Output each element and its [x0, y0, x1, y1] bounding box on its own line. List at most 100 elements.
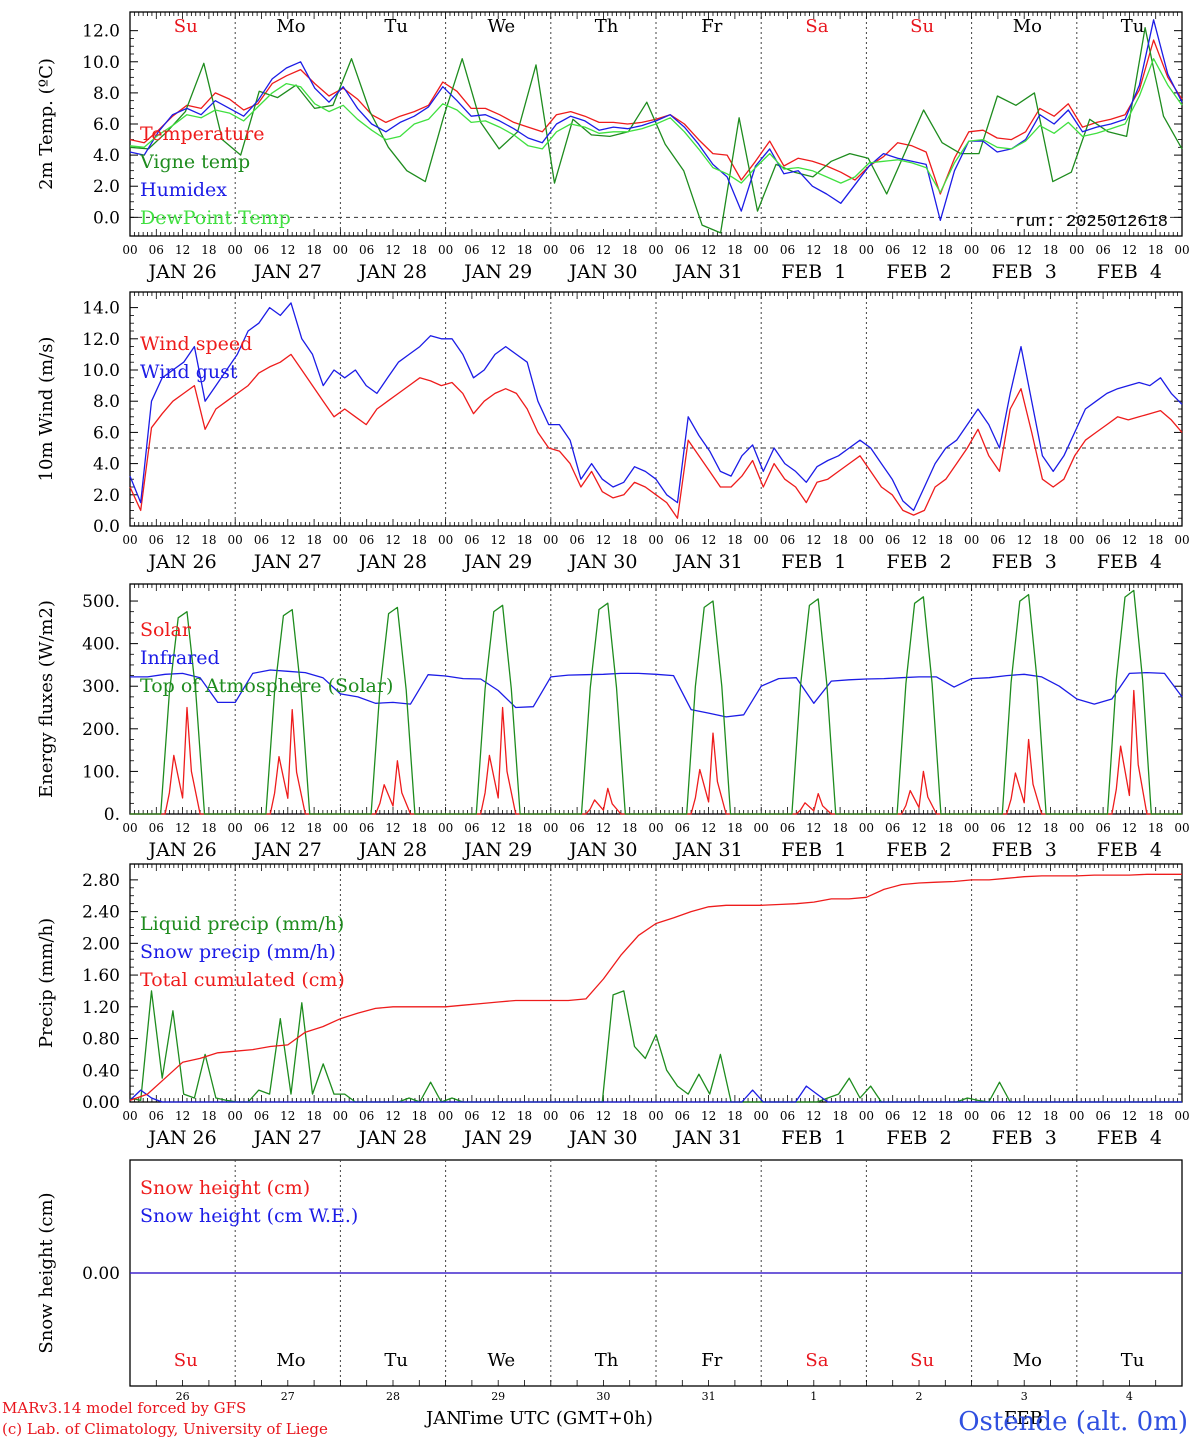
footer-lab: (c) Lab. of Climatology, University of L… — [2, 1420, 328, 1438]
hour-tick-label: 00 — [648, 1109, 663, 1123]
day-number-label: 2 — [916, 1390, 923, 1403]
hour-tick-label: 18 — [1043, 1109, 1058, 1123]
hour-tick-label: 00 — [964, 533, 979, 547]
panel-precip: 0.00 0.40 0.80 1.20 1.60 2.00 2.40 2.80 Precip (… — [36, 863, 1190, 1149]
legend-entry: Infrared — [140, 647, 220, 669]
series-line-dewpoint-temp — [129, 58, 1183, 194]
date-label: FEB 1 — [781, 551, 846, 573]
hour-tick-label: 06 — [990, 821, 1005, 835]
hour-tick-label: 12 — [911, 821, 926, 835]
hour-tick-label: 12 — [175, 533, 190, 547]
hour-tick-label: 12 — [491, 1109, 506, 1123]
y-tick-label: 200. — [82, 720, 120, 740]
hour-tick-label: 12 — [911, 243, 926, 257]
hour-tick-label: 06 — [675, 533, 690, 547]
y-tick-label: 2.0 — [93, 177, 120, 197]
date-label: JAN 30 — [567, 261, 637, 283]
legend-entry: Humidex — [140, 179, 227, 201]
hour-tick-label: 12 — [806, 1109, 821, 1123]
hour-tick-label: 12 — [1017, 821, 1032, 835]
hour-tick-label: 06 — [990, 243, 1005, 257]
day-number-label: 29 — [491, 1390, 505, 1403]
hour-tick-label: 12 — [701, 821, 716, 835]
hour-tick-label: 18 — [412, 243, 427, 257]
y-tick-label: 6.0 — [93, 423, 120, 443]
weekday-label: Th — [595, 16, 619, 37]
hour-tick-label: 18 — [938, 1109, 953, 1123]
hour-tick-label: 00 — [333, 821, 348, 835]
date-label: JAN 29 — [462, 839, 532, 861]
weekday-label: Tu — [1121, 1350, 1145, 1371]
day-number-label: 31 — [702, 1390, 716, 1403]
date-label: JAN 28 — [357, 839, 427, 861]
hour-tick-label: 06 — [254, 533, 269, 547]
y-tick-label: 2.0 — [93, 486, 120, 506]
hour-tick-label: 12 — [911, 533, 926, 547]
hour-tick-label: 06 — [675, 1109, 690, 1123]
weekday-label: Su — [910, 1350, 934, 1371]
hour-tick-label: 12 — [1122, 1109, 1137, 1123]
hour-tick-label: 06 — [780, 533, 795, 547]
date-label: JAN 29 — [462, 261, 532, 283]
date-label: JAN 27 — [252, 1127, 322, 1149]
hour-tick-label: 18 — [1148, 821, 1163, 835]
date-label: FEB 4 — [1097, 551, 1162, 573]
hour-tick-label: 06 — [885, 243, 900, 257]
hour-tick-label: 00 — [859, 243, 874, 257]
hour-tick-label: 12 — [175, 1109, 190, 1123]
hour-tick-label: 12 — [1017, 533, 1032, 547]
hour-tick-label: 12 — [701, 243, 716, 257]
date-label: FEB 1 — [781, 261, 846, 283]
legend-entry: Total cumulated (cm) — [140, 969, 345, 991]
hour-tick-label: 12 — [596, 533, 611, 547]
date-label: JAN 27 — [252, 839, 322, 861]
hour-tick-label: 06 — [1095, 1109, 1110, 1123]
hour-tick-label: 00 — [754, 1109, 769, 1123]
legend-entry: Wind gust — [140, 361, 238, 383]
hour-tick-label: 00 — [1069, 533, 1084, 547]
legend-entry: Top of Atmosphere (Solar) — [140, 675, 393, 697]
legend-entry: Vigne temp — [139, 151, 250, 173]
hour-tick-label: 00 — [438, 243, 453, 257]
weekday-label: Tu — [384, 16, 408, 37]
hour-tick-label: 06 — [464, 243, 479, 257]
hour-tick-label: 00 — [228, 243, 243, 257]
hour-tick-label: 00 — [1174, 243, 1189, 257]
y-tick-label: 100. — [82, 762, 120, 782]
hour-tick-label: 00 — [228, 533, 243, 547]
panel-temp: 0.0 2.0 4.0 6.0 8.0 10.0 12.0 2m Temp. (ºC) Temp… — [36, 11, 1190, 283]
y-tick-label: 8.0 — [93, 84, 120, 104]
hour-tick-label: 06 — [149, 821, 164, 835]
date-label: FEB 3 — [992, 1127, 1057, 1149]
date-label: JAN 29 — [462, 551, 532, 573]
date-label: JAN 26 — [147, 551, 217, 573]
hour-tick-label: 18 — [201, 1109, 216, 1123]
hour-tick-label: 00 — [964, 821, 979, 835]
hour-tick-label: 06 — [464, 533, 479, 547]
hour-tick-label: 00 — [859, 533, 874, 547]
hour-tick-label: 12 — [491, 243, 506, 257]
hour-tick-label: 18 — [622, 533, 637, 547]
date-label: FEB 3 — [992, 261, 1057, 283]
series-line-wind-speed — [129, 353, 1183, 519]
day-number-label: 1 — [810, 1390, 817, 1403]
series-line-top-of-atmosphere-solar- — [130, 589, 1182, 815]
hour-tick-label: 18 — [1043, 821, 1058, 835]
hour-tick-label: 18 — [832, 1109, 847, 1123]
date-label: JAN 28 — [357, 1127, 427, 1149]
date-label: JAN 30 — [567, 839, 637, 861]
hour-tick-label: 00 — [1069, 821, 1084, 835]
hour-tick-label: 12 — [385, 533, 400, 547]
day-number-label: 26 — [176, 1390, 190, 1403]
hour-tick-label: 06 — [359, 533, 374, 547]
hour-tick-label: 12 — [1017, 243, 1032, 257]
hour-tick-label: 06 — [885, 821, 900, 835]
hour-tick-label: 00 — [859, 821, 874, 835]
day-number-label: 28 — [386, 1390, 400, 1403]
hour-tick-label: 12 — [596, 243, 611, 257]
hour-tick-label: 00 — [122, 243, 137, 257]
y-tick-label: 300. — [82, 677, 120, 697]
date-label: JAN 27 — [252, 551, 322, 573]
date-label: JAN 27 — [252, 261, 322, 283]
hour-tick-label: 18 — [622, 821, 637, 835]
